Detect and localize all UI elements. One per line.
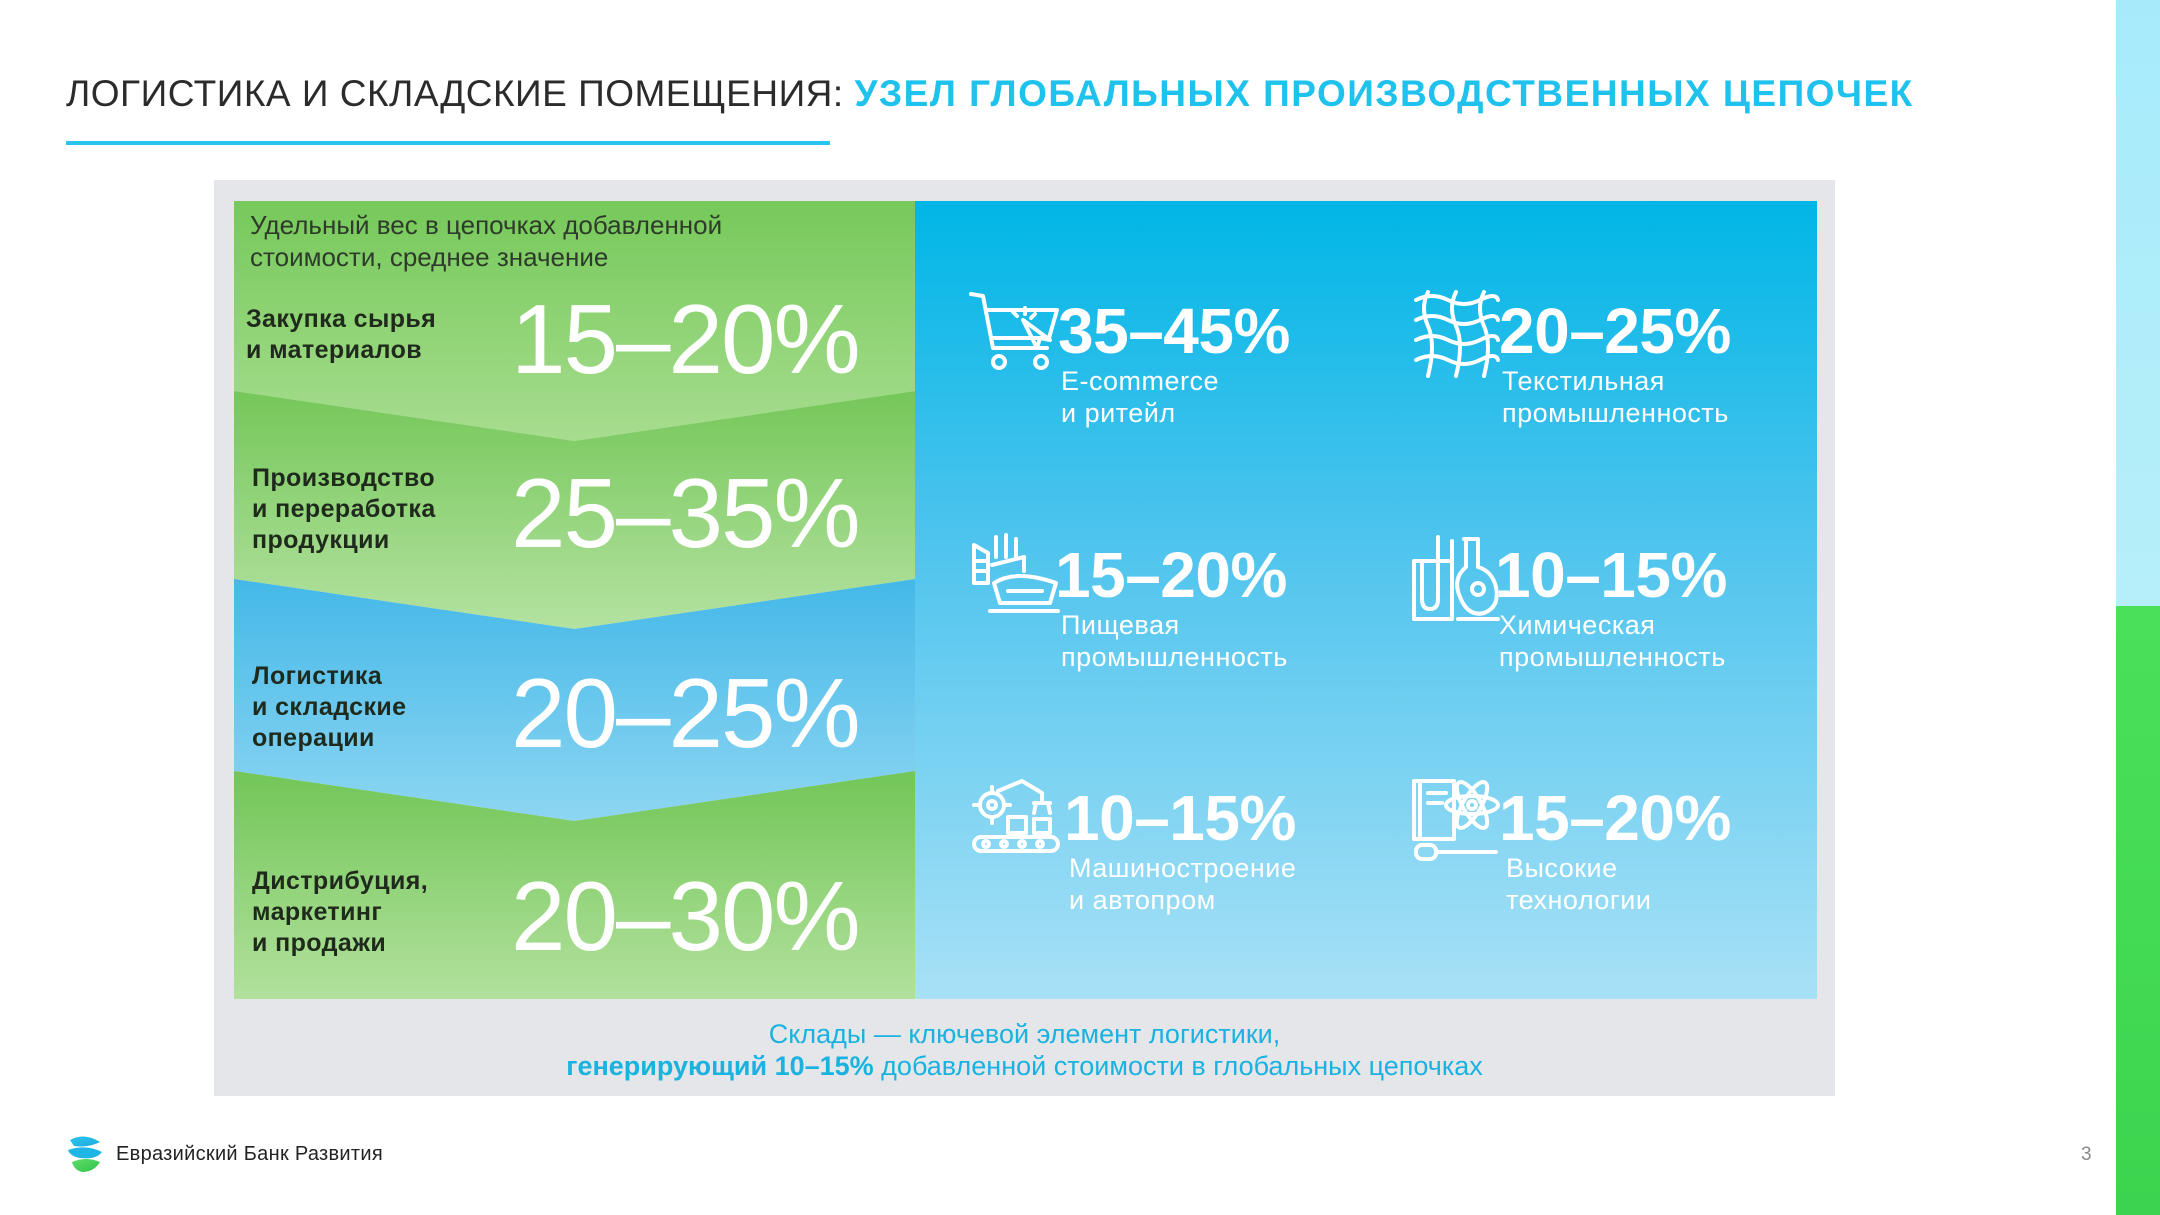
industry-label-hitech: Высокие технологии	[1506, 852, 1651, 916]
title-main: ЛОГИСТИКА И СКЛАДСКИЕ ПОМЕЩЕНИЯ:	[66, 73, 844, 114]
label-line: E-commerce	[1061, 366, 1220, 396]
label-line: и материалов	[246, 336, 423, 364]
label-line: операции	[252, 724, 375, 752]
stage-label-logistics: Логистика и складские операции	[252, 661, 406, 754]
food-factory-icon	[972, 533, 1060, 613]
stage-value-procurement: 15–20%	[511, 284, 861, 394]
label-line: маркетинг	[252, 898, 383, 926]
page-number: 3	[2081, 1144, 2092, 1165]
label-line: и автопром	[1069, 885, 1216, 915]
caption-line: Удельный вес в цепочках добавленной	[250, 210, 723, 240]
label-line: и переработка	[252, 495, 436, 523]
caption-line: стоимости, среднее значение	[250, 242, 609, 272]
industry-value-ecommerce: 35–45%	[1058, 295, 1290, 367]
stage-value-production: 25–35%	[511, 458, 861, 568]
industry-label-textile: Текстильная промышленность	[1502, 365, 1729, 429]
hi-tech-atom-icon	[1412, 779, 1500, 861]
stage-value-distribution: 20–30%	[511, 861, 861, 971]
chemistry-flask-icon	[1412, 535, 1500, 621]
industry-value-hitech: 15–20%	[1499, 782, 1731, 854]
title-accent: УЗЕЛ ГЛОБАЛЬНЫХ ПРОИЗВОДСТВЕННЫХ ЦЕПОЧЕК	[854, 73, 1914, 114]
industry-label-chemistry: Химическая промышленность	[1499, 609, 1726, 673]
title-underline	[66, 141, 830, 145]
brand-name: Евразийский Банк Развития	[116, 1143, 383, 1165]
label-line: Производство	[252, 464, 436, 492]
label-line: и продажи	[252, 929, 387, 957]
footnote-line1: Склады — ключевой элемент логистики,	[768, 1019, 1281, 1049]
label-line: промышленность	[1502, 398, 1729, 428]
label-line: Логистика	[252, 662, 383, 690]
industry-value-machinery: 10–15%	[1064, 782, 1296, 854]
label-line: Дистрибуция,	[252, 867, 429, 895]
industry-value-chemistry: 10–15%	[1495, 539, 1727, 611]
footnote: Склады — ключевой элемент логистики, ген…	[214, 1018, 1835, 1082]
label-line: продукции	[252, 526, 390, 554]
edge-strip-cyan	[2116, 0, 2160, 606]
industry-label-machinery: Машиностроение и автопром	[1069, 852, 1296, 916]
footnote-line2: генерирующий 10–15% добавленной стоимост…	[214, 1050, 1835, 1082]
label-line: и ритейл	[1061, 398, 1176, 428]
label-line: Химическая	[1499, 610, 1656, 640]
shopping-cart-icon	[969, 292, 1059, 370]
label-line: промышленность	[1061, 642, 1288, 672]
label-line: Пищевая	[1061, 610, 1180, 640]
value-chain-caption: Удельный вес в цепочках добавленной стои…	[250, 209, 722, 273]
footnote-highlight: генерирующий 10–15%	[566, 1051, 874, 1081]
page-title: ЛОГИСТИКА И СКЛАДСКИЕ ПОМЕЩЕНИЯ: УЗЕЛ ГЛ…	[66, 73, 1914, 115]
label-line: Машиностроение	[1069, 853, 1297, 883]
textile-weave-icon	[1414, 290, 1500, 378]
value-chain-column: Удельный вес в цепочках добавленной стои…	[234, 201, 915, 999]
label-line: и складские	[252, 693, 407, 721]
industry-value-food: 15–20%	[1055, 539, 1287, 611]
edge-strip-green	[2116, 606, 2160, 1215]
industry-value-textile: 20–25%	[1499, 295, 1731, 367]
robot-arm-conveyor-icon	[972, 779, 1060, 853]
stage-procurement-band	[234, 201, 915, 441]
infographic-panel: Удельный вес в цепочках добавленной стои…	[214, 180, 1835, 1096]
label-line: Высокие	[1506, 853, 1618, 883]
label-line: технологии	[1506, 885, 1652, 915]
label-line: Текстильная	[1502, 366, 1665, 396]
stage-label-procurement: Закупка сырья и материалов	[246, 304, 436, 366]
label-line: Закупка сырья	[246, 305, 437, 333]
stage-label-production: Производство и переработка продукции	[252, 463, 436, 556]
label-line: промышленность	[1499, 642, 1726, 672]
industry-label-food: Пищевая промышленность	[1061, 609, 1288, 673]
stage-label-distribution: Дистрибуция, маркетинг и продажи	[252, 866, 428, 959]
footnote-rest: добавленной стоимости в глобальных цепоч…	[873, 1051, 1483, 1081]
bank-logo-icon	[68, 1136, 102, 1172]
infographic-inner: Удельный вес в цепочках добавленной стои…	[234, 201, 1817, 999]
industry-label-ecommerce: E-commerce и ритейл	[1061, 365, 1219, 429]
industries-column: 35–45% E-commerce и ритейл 20–25% Тексти…	[915, 201, 1817, 999]
stage-value-logistics: 20–25%	[511, 658, 861, 768]
